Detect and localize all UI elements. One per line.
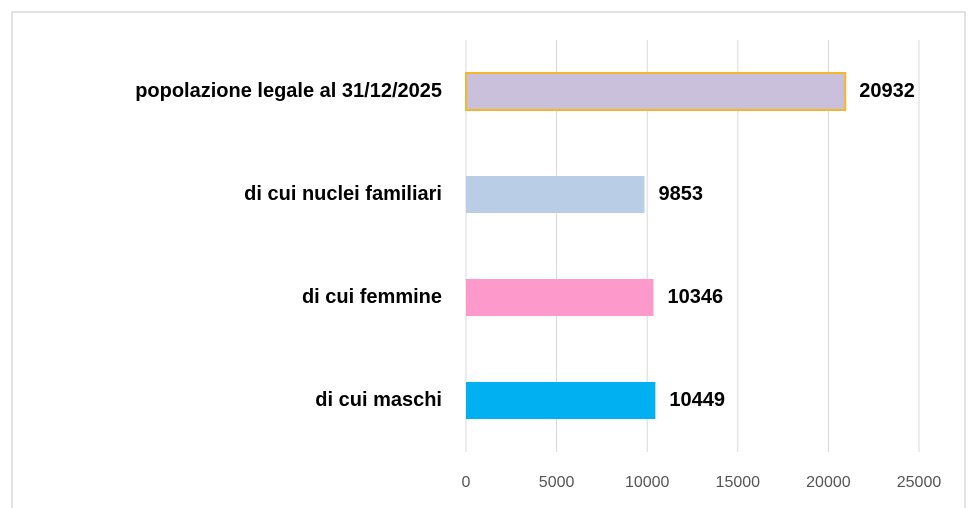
category-label: di cui nuclei familiari (244, 183, 442, 205)
x-tick-label: 0 (462, 474, 471, 491)
x-tick-label: 25000 (897, 474, 942, 491)
bar (466, 279, 654, 316)
value-label: 9853 (659, 183, 704, 205)
bar (465, 72, 847, 111)
x-tick-label: 10000 (625, 474, 670, 491)
value-label: 20932 (859, 80, 915, 102)
category-label: popolazione legale al 31/12/2025 (135, 80, 442, 102)
bar (466, 382, 656, 419)
value-label: 10346 (667, 286, 723, 308)
category-label: di cui femmine (302, 286, 442, 308)
value-label: 10449 (669, 389, 725, 411)
x-tick-label: 5000 (539, 474, 575, 491)
category-label: di cui maschi (315, 389, 442, 411)
bar (466, 176, 645, 213)
x-tick-label: 15000 (716, 474, 761, 491)
x-tick-label: 20000 (806, 474, 851, 491)
